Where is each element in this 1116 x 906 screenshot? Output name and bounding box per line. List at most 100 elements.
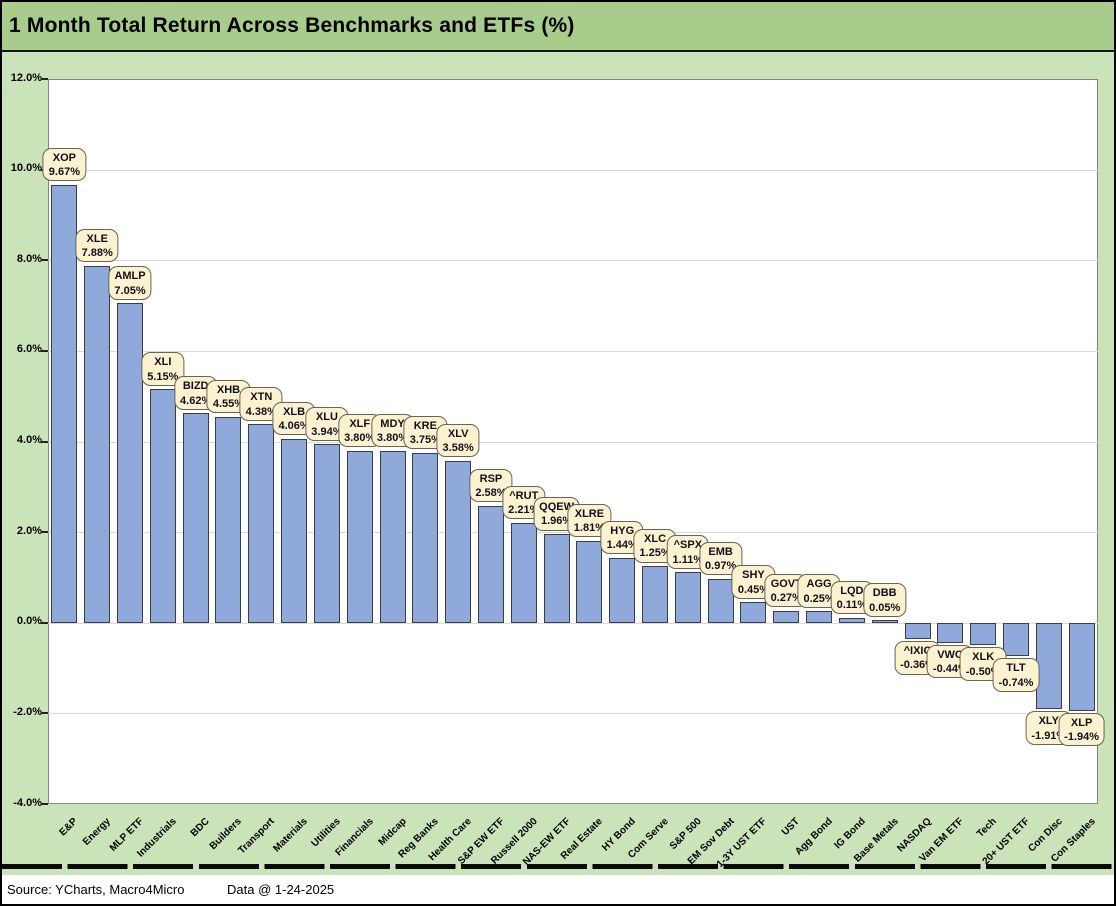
callout-ticker: BIZD <box>182 380 209 393</box>
callout-ticker: XLB <box>283 405 306 418</box>
bar <box>215 416 242 623</box>
callout-value: 1.96% <box>540 515 573 528</box>
bar <box>117 303 144 623</box>
callout-value: 3.80% <box>344 431 376 444</box>
y-axis-tick <box>41 440 48 443</box>
y-axis-label: 6.0% <box>16 343 42 356</box>
source-text: Source: YCharts, Macro4Micro <box>7 882 185 897</box>
data-date-text: Data @ 1-24-2025 <box>227 882 335 897</box>
gridline <box>48 622 1098 624</box>
y-axis-label: -2.0% <box>13 705 42 718</box>
callout-ticker: SHY <box>742 569 765 582</box>
callout-ticker: GOVT <box>770 577 802 590</box>
callout-value: -0.36% <box>900 659 935 672</box>
bar <box>379 450 406 623</box>
bar <box>182 413 209 623</box>
bar <box>1068 622 1095 711</box>
callout-ticker: HYG <box>610 524 635 537</box>
callout-ticker: XLE <box>86 232 108 245</box>
callout-ticker: AGG <box>806 578 832 591</box>
callout-ticker: ^IXIC <box>903 645 932 658</box>
bar <box>806 611 833 623</box>
data-label-callout: DBB 0.05% <box>863 583 907 618</box>
bar <box>937 622 964 643</box>
callout-ticker: MDY <box>380 417 405 430</box>
callout-ticker: XLP <box>1070 716 1093 729</box>
callout-ticker: EMB <box>708 545 733 558</box>
callout-ticker: ^SPX <box>673 539 703 552</box>
bar <box>904 622 931 640</box>
callout-value: 7.88% <box>81 246 113 259</box>
gridline <box>48 441 1098 443</box>
y-axis-tick <box>41 621 48 624</box>
y-axis-tick <box>41 803 48 805</box>
callout-ticker: XLK <box>972 651 995 664</box>
gridline <box>48 169 1098 171</box>
data-label-callout: RSP 2.58% <box>469 468 513 503</box>
callout-ticker: XLU <box>315 411 338 424</box>
callout-value: 4.38% <box>245 405 277 418</box>
data-label-callout: TLT -0.74% <box>992 658 1040 692</box>
bar <box>346 450 373 623</box>
callout-value: 2.58% <box>475 487 507 500</box>
callout-value: 4.55% <box>212 397 245 410</box>
y-axis-tick <box>41 259 48 262</box>
bar <box>642 566 669 623</box>
callout-value: 1.81% <box>573 522 606 535</box>
bar <box>313 444 340 623</box>
bar <box>576 540 603 623</box>
gridline <box>48 350 1098 352</box>
y-axis-label: 12.0% <box>10 71 42 84</box>
bar <box>838 617 865 623</box>
bar <box>707 578 734 623</box>
gridline <box>48 260 1098 262</box>
bar <box>510 522 537 623</box>
callout-ticker: XLC <box>644 533 667 546</box>
callout-value: 0.05% <box>869 601 901 614</box>
callout-value: 0.45% <box>737 583 770 596</box>
callout-value: 9.67% <box>48 165 81 178</box>
data-label-callout: XOP 9.67% <box>42 147 87 182</box>
y-axis-label: 4.0% <box>16 434 42 446</box>
y-axis-label: -4.0% <box>13 796 42 809</box>
callout-value: 1.44% <box>606 538 638 551</box>
bar <box>609 557 636 623</box>
y-axis-tick <box>41 712 48 715</box>
callout-ticker: RSP <box>479 472 503 485</box>
y-axis-label: 2.0% <box>16 524 42 537</box>
data-label-callout: AMLP 7.05% <box>108 266 152 300</box>
bar <box>281 438 308 623</box>
data-label-callout: XLV 3.58% <box>436 423 480 458</box>
data-label-callout: EMB 0.97% <box>699 541 743 576</box>
callout-value: -0.50% <box>965 665 1001 678</box>
data-label-callout: XLE 7.88% <box>75 228 119 263</box>
callout-value: -0.74% <box>998 676 1034 689</box>
footer: Source: YCharts, Macro4Micro Data @ 1-24… <box>2 875 1114 904</box>
y-axis-label: 0.0% <box>16 615 42 628</box>
bar <box>740 602 767 623</box>
callout-ticker: XLI <box>154 356 172 369</box>
bar <box>674 572 701 623</box>
callout-value: 3.94% <box>311 425 343 438</box>
callout-value: 0.97% <box>705 560 737 573</box>
callout-value: 0.11% <box>836 599 868 612</box>
callout-value: 0.25% <box>803 592 835 605</box>
callout-ticker: TLT <box>1006 662 1026 675</box>
callout-ticker: DBB <box>872 587 897 600</box>
bar <box>1002 622 1029 657</box>
callout-ticker: VWO <box>937 648 964 661</box>
callout-value: -1.94% <box>1064 730 1100 743</box>
y-axis-tick <box>41 531 48 534</box>
callout-ticker: XLF <box>349 417 371 430</box>
data-label-callout: XLP -1.94% <box>1058 712 1106 747</box>
bar <box>871 620 898 623</box>
y-axis-tick <box>41 78 48 80</box>
bar <box>445 460 472 623</box>
callout-ticker: XLRE <box>574 507 605 520</box>
bar <box>773 610 800 623</box>
y-axis-tick <box>41 349 48 352</box>
gridline <box>48 713 1098 715</box>
callout-value: 4.06% <box>278 420 310 433</box>
callout-value: 3.80% <box>376 431 409 444</box>
bar <box>543 533 570 623</box>
